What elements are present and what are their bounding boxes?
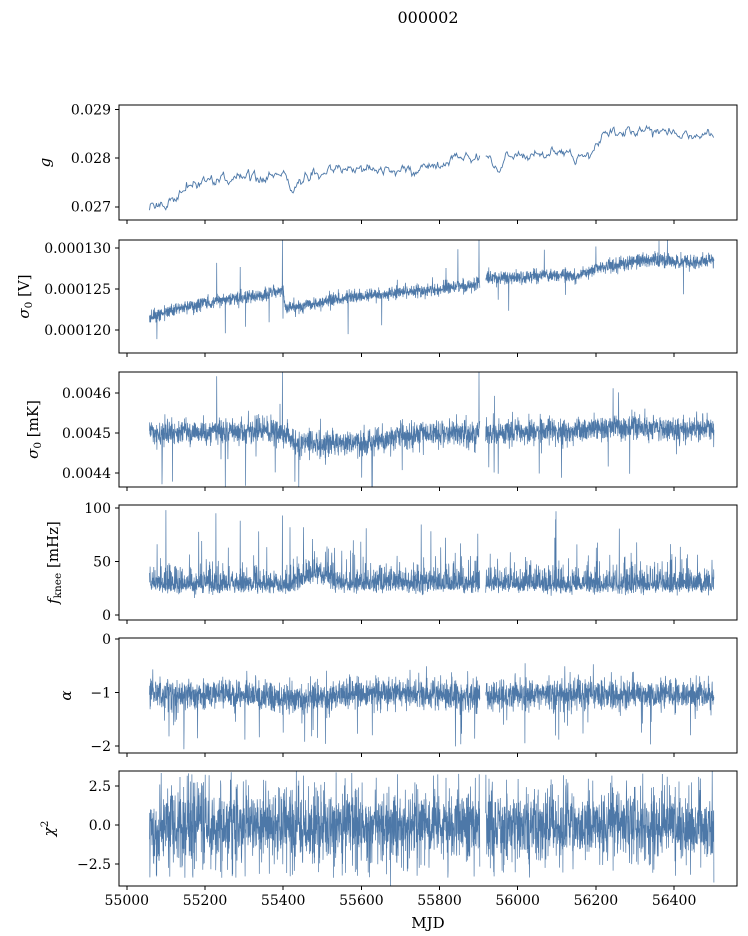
y-tick-label: 0.000120 bbox=[44, 323, 111, 339]
panel-box-sigma0-V bbox=[118, 239, 738, 354]
x-tick-label: 55600 bbox=[339, 893, 384, 909]
y-tick-label: 0.029 bbox=[71, 102, 111, 118]
series-line-chi2 bbox=[149, 771, 715, 886]
x-tick-label: 55400 bbox=[261, 893, 306, 909]
y-tick-label: 50 bbox=[93, 554, 111, 570]
y-tick-label: 0 bbox=[102, 632, 111, 648]
figure-title: 000002 bbox=[397, 8, 459, 27]
y-axis-label-alpha: α bbox=[57, 690, 75, 700]
panel-box-alpha bbox=[118, 637, 738, 754]
y-tick-label: 0.027 bbox=[71, 200, 111, 216]
y-tick-label: −2.5 bbox=[77, 857, 111, 873]
y-tick-label: 0.000130 bbox=[44, 241, 111, 257]
panel-box-chi2 bbox=[118, 770, 738, 887]
y-tick-label: 0.0044 bbox=[62, 466, 111, 482]
y-tick-label: 0.000125 bbox=[44, 282, 111, 298]
x-axis-label: MJD bbox=[411, 914, 444, 932]
series-line-g bbox=[149, 124, 715, 211]
x-tick-label: 56400 bbox=[652, 893, 697, 909]
panel-box-g bbox=[118, 104, 738, 221]
y-tick-label: 0 bbox=[102, 608, 111, 624]
y-axis-label-chi2: χ2 bbox=[39, 821, 58, 838]
panel-box-sigma0-mK bbox=[118, 371, 738, 488]
series-line-sigma0-mK bbox=[149, 372, 715, 487]
x-tick-label: 56000 bbox=[495, 893, 540, 909]
y-tick-label: 2.5 bbox=[89, 779, 111, 795]
y-tick-label: −2 bbox=[90, 739, 111, 755]
y-tick-label: 100 bbox=[84, 501, 111, 517]
y-tick-label: 0.028 bbox=[71, 151, 111, 167]
y-axis-label-sigma0-V: σ0 [V] bbox=[15, 274, 35, 318]
y-axis-label-sigma0-mK: σ0 [mK] bbox=[24, 400, 44, 459]
x-tick-label: 55200 bbox=[183, 893, 228, 909]
y-tick-label: 0.0045 bbox=[62, 426, 111, 442]
series-line-sigma0-V bbox=[149, 240, 715, 340]
series-line-alpha bbox=[149, 663, 715, 750]
x-tick-label: 55800 bbox=[417, 893, 462, 909]
y-tick-label: −1 bbox=[90, 686, 111, 702]
x-tick-label: 55000 bbox=[105, 893, 150, 909]
x-tick-label: 56200 bbox=[574, 893, 619, 909]
y-tick-label: 0.0046 bbox=[62, 386, 111, 402]
panel-box-fknee bbox=[118, 504, 738, 621]
y-axis-label-g: g bbox=[36, 158, 54, 168]
series-line-fknee bbox=[149, 510, 715, 599]
y-axis-label-fknee: fknee [mHz] bbox=[44, 521, 64, 605]
y-tick-label: 0.0 bbox=[89, 818, 111, 834]
